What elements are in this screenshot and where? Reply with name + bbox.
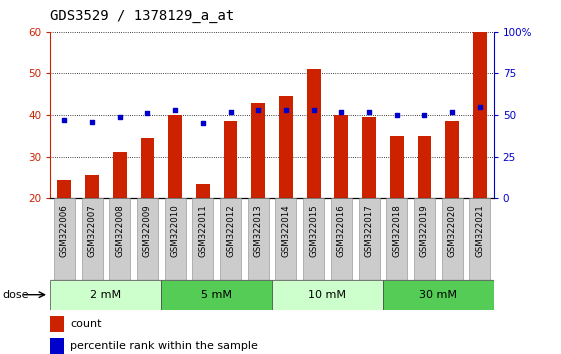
Text: GSM322020: GSM322020 [448, 204, 457, 257]
Text: GSM322011: GSM322011 [199, 204, 208, 257]
Text: GSM322014: GSM322014 [282, 204, 291, 257]
Point [475, 104, 484, 110]
Text: GSM322006: GSM322006 [60, 204, 69, 257]
Point [420, 112, 429, 118]
Text: GSM322019: GSM322019 [420, 204, 429, 257]
Bar [85, 175, 99, 198]
Text: GSM322009: GSM322009 [143, 204, 152, 257]
Point [365, 109, 374, 115]
FancyBboxPatch shape [50, 280, 162, 310]
Text: 30 mM: 30 mM [419, 290, 457, 300]
Bar [113, 153, 127, 198]
Point [392, 112, 401, 118]
Text: dose: dose [3, 290, 29, 300]
Text: percentile rank within the sample: percentile rank within the sample [71, 341, 258, 350]
Point [115, 114, 124, 120]
Text: count: count [71, 319, 102, 329]
Point [254, 107, 263, 113]
Point [199, 120, 208, 126]
Bar [224, 121, 237, 198]
Bar [417, 136, 431, 198]
FancyBboxPatch shape [81, 198, 103, 280]
Text: GSM322021: GSM322021 [475, 204, 484, 257]
FancyBboxPatch shape [248, 198, 269, 280]
Text: GSM322017: GSM322017 [365, 204, 374, 257]
Text: GSM322018: GSM322018 [392, 204, 401, 257]
Bar [50, 316, 64, 332]
FancyBboxPatch shape [358, 198, 380, 280]
Text: 10 mM: 10 mM [309, 290, 347, 300]
Bar [251, 103, 265, 198]
FancyBboxPatch shape [109, 198, 130, 280]
FancyBboxPatch shape [162, 280, 272, 310]
Point [143, 110, 152, 116]
Text: GSM322012: GSM322012 [226, 204, 235, 257]
FancyBboxPatch shape [386, 198, 407, 280]
Point [171, 107, 180, 113]
Point [226, 109, 235, 115]
Bar [390, 136, 404, 198]
Point [448, 109, 457, 115]
Text: GSM322008: GSM322008 [115, 204, 124, 257]
Text: GDS3529 / 1378129_a_at: GDS3529 / 1378129_a_at [50, 9, 234, 23]
Point [88, 119, 96, 125]
Text: GSM322010: GSM322010 [171, 204, 180, 257]
Point [60, 117, 69, 123]
Bar [279, 96, 293, 198]
Bar [473, 32, 487, 198]
FancyBboxPatch shape [137, 198, 158, 280]
Point [337, 109, 346, 115]
Text: GSM322015: GSM322015 [309, 204, 318, 257]
Text: GSM322007: GSM322007 [88, 204, 96, 257]
Point [282, 107, 291, 113]
Bar [140, 138, 154, 198]
FancyBboxPatch shape [275, 198, 296, 280]
FancyBboxPatch shape [303, 198, 324, 280]
FancyBboxPatch shape [220, 198, 241, 280]
FancyBboxPatch shape [164, 198, 186, 280]
FancyBboxPatch shape [331, 198, 352, 280]
FancyBboxPatch shape [414, 198, 435, 280]
FancyBboxPatch shape [192, 198, 213, 280]
Bar [307, 69, 320, 198]
Bar [57, 179, 71, 198]
Text: 2 mM: 2 mM [90, 290, 121, 300]
FancyBboxPatch shape [54, 198, 75, 280]
FancyBboxPatch shape [272, 280, 383, 310]
FancyBboxPatch shape [442, 198, 463, 280]
Bar [196, 184, 210, 198]
Text: GSM322016: GSM322016 [337, 204, 346, 257]
Bar [168, 115, 182, 198]
FancyBboxPatch shape [383, 280, 494, 310]
Bar [362, 117, 376, 198]
FancyBboxPatch shape [470, 198, 490, 280]
Text: GSM322013: GSM322013 [254, 204, 263, 257]
Text: 5 mM: 5 mM [201, 290, 232, 300]
Point [309, 107, 318, 113]
Bar [50, 337, 64, 354]
Bar [334, 115, 348, 198]
Bar [445, 121, 459, 198]
